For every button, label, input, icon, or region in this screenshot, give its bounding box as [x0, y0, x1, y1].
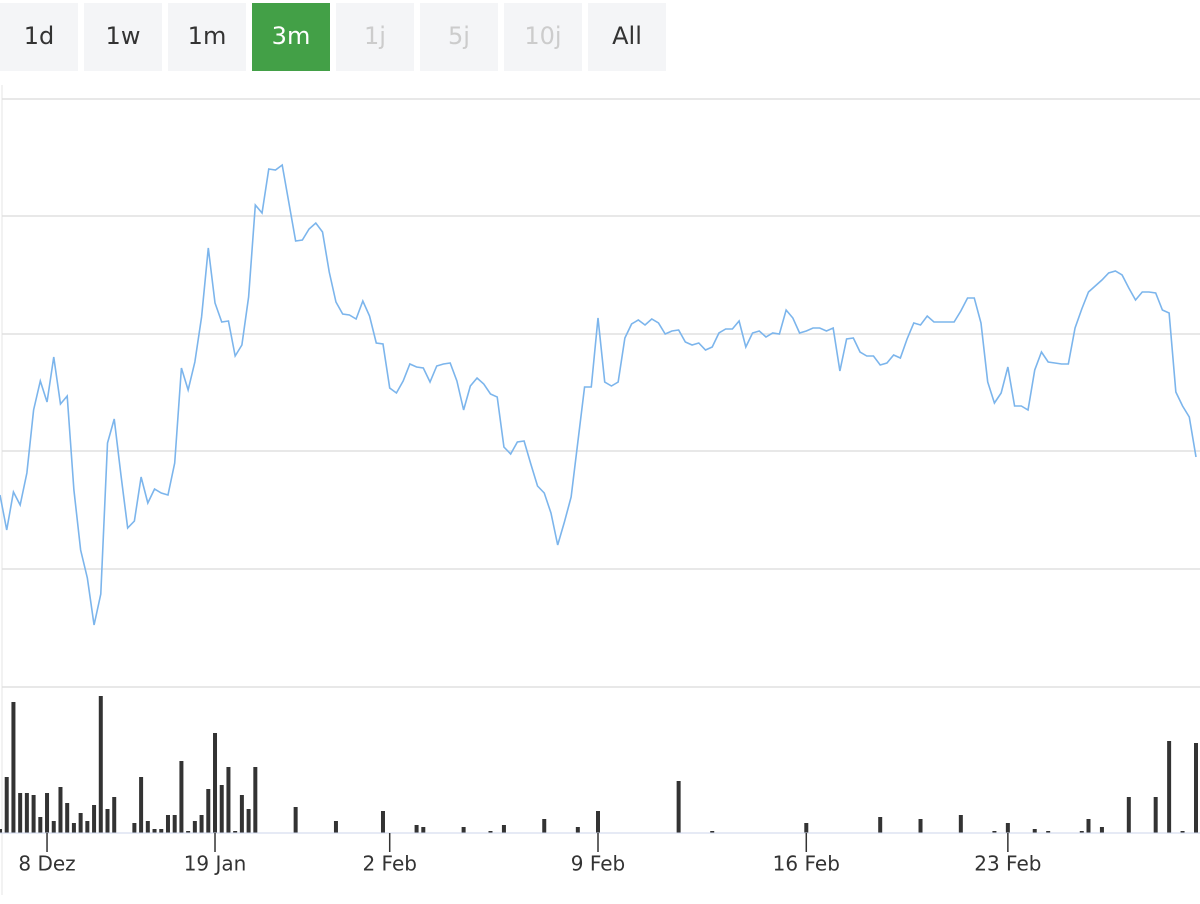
volume-bar — [710, 831, 715, 833]
volume-bar — [918, 819, 923, 833]
volume-bar — [213, 733, 218, 833]
volume-bar — [1099, 827, 1104, 833]
volume-bar — [542, 819, 547, 833]
range-button — [420, 3, 498, 71]
range-button-label: 5j — [448, 22, 470, 50]
volume-bar — [145, 821, 150, 833]
volume-bar — [206, 789, 211, 833]
volume-bar — [414, 825, 419, 833]
range-button[interactable] — [252, 3, 330, 71]
volume-bar — [38, 817, 43, 833]
volume-bar — [1032, 829, 1037, 833]
volume-bar — [1167, 741, 1172, 833]
volume-bar — [98, 696, 103, 833]
volume-bar — [804, 823, 809, 833]
volume-bar — [11, 702, 16, 833]
volume-bar — [676, 781, 681, 833]
volume-bar — [45, 793, 50, 833]
volume-bar — [4, 777, 9, 833]
volume-bar — [199, 815, 204, 833]
range-button[interactable] — [0, 3, 78, 71]
range-button — [504, 3, 582, 71]
volume-bar — [186, 831, 191, 833]
volume-bar — [421, 827, 426, 833]
volume-bar — [18, 793, 23, 833]
volume-bar — [992, 831, 997, 833]
volume-bar — [1126, 797, 1131, 833]
x-tick-label: 16 Feb — [773, 852, 840, 876]
volume-bar — [65, 803, 70, 833]
volume-bar — [1180, 831, 1185, 833]
range-button-label[interactable]: All — [612, 22, 642, 50]
volume-bar — [139, 777, 144, 833]
volume-bar — [179, 761, 184, 833]
volume-bar — [172, 815, 177, 833]
x-tick-label: 2 Feb — [362, 852, 417, 876]
volume-bar — [71, 823, 76, 833]
volume-bar — [293, 807, 298, 833]
range-button[interactable] — [168, 3, 246, 71]
volume-bar — [24, 793, 29, 833]
volume-bar — [488, 831, 493, 833]
volume-bar — [132, 823, 137, 833]
range-button[interactable] — [84, 3, 162, 71]
volume-bar — [226, 767, 231, 833]
price-line — [0, 163, 1197, 626]
volume-bar — [333, 821, 338, 833]
volume-bar — [31, 795, 36, 833]
x-tick-label: 23 Feb — [974, 852, 1041, 876]
volume-bar — [58, 787, 63, 833]
volume-bar — [0, 829, 2, 833]
volume-bar — [958, 815, 963, 833]
x-tick-label: 19 Jan — [184, 852, 247, 876]
volume-bar — [1046, 831, 1051, 833]
volume-bar — [596, 811, 600, 833]
volume-bar — [233, 831, 238, 833]
range-button-label[interactable]: 3m — [272, 22, 311, 50]
volume-bar — [1086, 819, 1091, 833]
volume-bar — [105, 809, 110, 833]
volume-bar — [1005, 823, 1010, 833]
volume-bar — [92, 805, 97, 833]
volume-bar — [253, 767, 258, 833]
volume-bar — [239, 795, 244, 833]
range-button — [336, 3, 414, 71]
volume-bar — [575, 827, 580, 833]
volume-bar — [219, 785, 224, 833]
volume-bar — [159, 829, 164, 833]
range-button-label[interactable]: 1d — [24, 22, 55, 50]
range-button-label: 1j — [364, 22, 386, 50]
volume-bar — [78, 813, 83, 833]
volume-bar — [878, 817, 883, 833]
range-button-label[interactable]: 1m — [188, 22, 227, 50]
volume-bar — [152, 829, 157, 833]
volume-bar — [461, 827, 466, 833]
x-tick-label: 8 Dez — [18, 852, 75, 876]
volume-bar — [165, 815, 170, 833]
volume-bar — [246, 809, 251, 833]
range-button-label: 10j — [524, 22, 561, 50]
x-tick-label: 9 Feb — [571, 852, 626, 876]
volume-bar — [1153, 797, 1158, 833]
volume-bar — [51, 821, 56, 833]
volume-bar — [85, 821, 90, 833]
volume-bar — [112, 797, 117, 833]
volume-bar — [1079, 831, 1084, 833]
volume-bar — [192, 821, 197, 833]
range-button[interactable] — [588, 3, 666, 71]
volume-bar — [380, 811, 385, 833]
volume-bar — [1194, 743, 1198, 833]
volume-bar — [501, 825, 506, 833]
range-button-label[interactable]: 1w — [106, 22, 141, 50]
